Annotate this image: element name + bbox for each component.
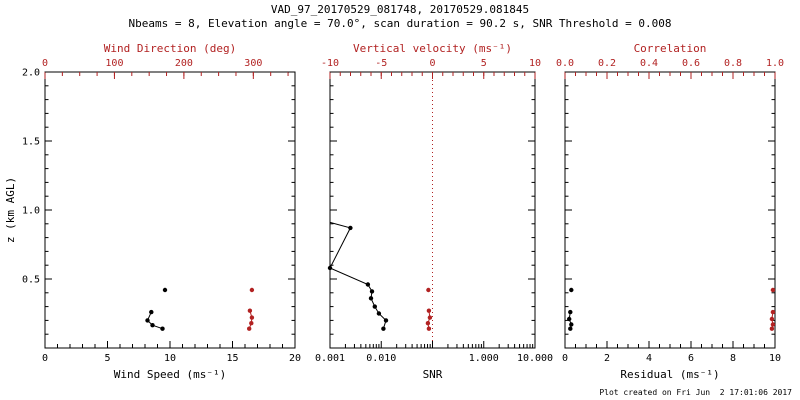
wind-direction-profile-point [247,308,253,313]
wind-top-tick-label: 200 [175,58,193,69]
wind-y-tick-label: 0.5 [22,275,40,286]
snr-top-tick-label: 5 [481,58,487,69]
wind-direction-upper-point [249,287,255,293]
snr-top-tick-label: 10 [529,58,541,69]
correlation-upper-point [770,287,776,293]
snr-frame [329,71,536,349]
wind-x-axis-label: Wind Speed (ms⁻¹) [114,368,227,381]
snr-profile-line [329,221,387,329]
correlation-profile-point [769,326,775,331]
wind-speed-profile-point [150,323,155,328]
snr-profile-point [376,311,382,316]
wind-direction-profile-line [248,310,253,329]
residual-x-tick-label: 8 [730,353,736,364]
wind-direction-profile-point [249,321,254,326]
wind-speed-profile-point [160,326,165,331]
plot-subtitle: Nbeams = 8, Elevation angle = 70.0°, sca… [128,17,672,30]
residual-top-tick-label: 0.8 [724,58,742,69]
snr-x-tick-label: 1.000 [469,353,499,364]
residual-frame [564,71,776,349]
wind-x-tick-label: 5 [104,353,110,364]
residual-x-tick-label: 6 [688,353,694,364]
vertical-velocity-profile-point [426,308,432,313]
wind-x-tick-label: 0 [42,353,48,364]
wind-speed-profile-point [149,309,154,315]
wind-top-axis-label: Wind Direction (deg) [104,42,236,55]
plot-created-timestamp: Plot created on Fri Jun 2 17:01:06 2017 [599,388,792,397]
wind-x-tick-label: 10 [164,353,176,364]
snr-profile-point [365,282,371,287]
snr-x-tick-label: 10.000 [517,353,553,364]
correlation-profile-point [770,322,776,327]
residual-profile-point [569,322,574,327]
snr-profile-point [348,225,353,231]
snr-top-tick-label: -10 [321,58,339,69]
residual-x-tick-label: 4 [646,353,652,364]
residual-top-tick-label: 0.2 [598,58,616,69]
residual-x-tick-label: 0 [562,353,568,364]
snr-top-tick-label: -5 [375,58,387,69]
snr-profile-point [327,265,333,271]
wind-frame [44,71,296,349]
snr-top-tick-label: 0 [429,58,435,69]
wind-top-tick-label: 300 [244,58,262,69]
snr-top-axis-label: Vertical velocity (ms⁻¹) [353,42,512,55]
snr-x-tick-label: 0.010 [366,353,396,364]
wind-direction-profile-point [249,315,255,320]
residual-top-tick-label: 1.0 [766,58,784,69]
plot-title: VAD_97_20170529_081748, 20170529.081845 [270,3,530,16]
snr-profile-point [368,296,374,301]
vertical-velocity-profile-line [427,310,431,329]
wind-top-tick-label: 0 [42,58,48,69]
residual-x-tick-label: 2 [604,353,610,364]
wind-direction-profile-point [247,326,252,331]
snr-profile-point [369,289,375,294]
residual-profile-point [568,309,573,315]
residual-top-tick-label: 0.0 [556,58,574,69]
residual-profile-point [568,326,573,331]
residual-profile-point [567,316,572,322]
vertical-velocity-profile-point [425,321,431,326]
vertical-velocity-upper-point [426,287,431,293]
snr-profile-point [372,304,377,309]
residual-top-axis-label: Correlation [634,42,707,55]
wind-y-tick-label: 1.5 [22,137,40,148]
wind-y-tick-label: 1.0 [22,206,40,217]
residual-x-tick-label: 10 [769,353,781,364]
vertical-velocity-profile-point [426,326,432,331]
wind-speed-upper-point [162,287,168,293]
snr-x-tick-label: 0.001 [315,353,345,364]
residual-upper-point [569,287,574,293]
vertical-velocity-profile-point [427,315,433,320]
residual-top-tick-label: 0.6 [682,58,700,69]
wind-y-tick-label: 2.0 [22,68,40,79]
wind-x-tick-label: 15 [226,353,238,364]
wind-top-tick-label: 100 [105,58,123,69]
wind-x-tick-label: 20 [289,353,301,364]
wind-speed-profile-point [145,318,150,323]
residual-x-axis-label: Residual (ms⁻¹) [620,368,719,381]
wind-speed-profile-line [146,311,163,330]
correlation-profile-point [770,309,776,315]
snr-profile-point [383,318,389,323]
snr-x-axis-label: SNR [423,368,443,381]
correlation-profile-point [769,316,775,322]
residual-top-tick-label: 0.4 [640,58,658,69]
wind-y-axis-label: z (km AGL) [4,177,17,243]
snr-profile-point [381,326,386,331]
